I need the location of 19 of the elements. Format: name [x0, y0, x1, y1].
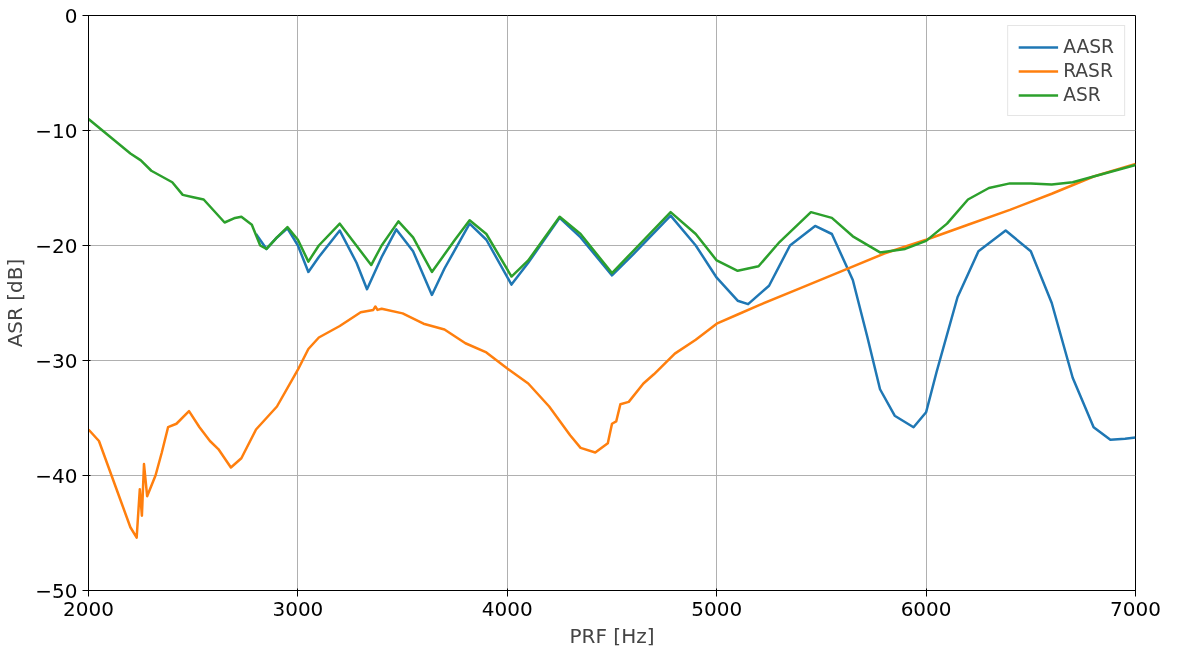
legend-label: ASR	[1063, 84, 1101, 105]
x-tick-label: 3000	[272, 596, 324, 621]
y-tick-label: −50	[35, 578, 78, 603]
y-tick-label: −30	[35, 348, 78, 373]
line-series	[88, 117, 1136, 278]
y-tick-label: −10	[35, 118, 78, 143]
y-tick-label: 0	[64, 3, 78, 28]
x-axis-title: PRF [Hz]	[569, 623, 655, 648]
x-tick-label: 5000	[691, 596, 743, 621]
legend-label: AASR	[1063, 36, 1114, 57]
x-tick-label: 4000	[481, 596, 533, 621]
x-tick-label: 6000	[900, 596, 952, 621]
y-axis-title: ASR [dB]	[3, 258, 28, 348]
legend-label: RASR	[1063, 60, 1113, 81]
y-tick-label: −40	[35, 463, 78, 488]
x-tick-label: 7000	[1110, 596, 1161, 621]
line-series	[88, 162, 1136, 539]
y-tick-label: −20	[35, 233, 78, 258]
line-series	[254, 214, 1136, 442]
